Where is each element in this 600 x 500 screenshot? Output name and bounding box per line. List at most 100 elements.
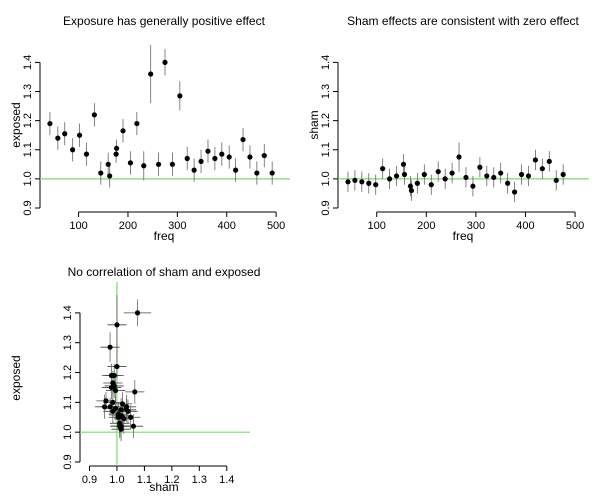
chart-panel-exposure: Exposure has generally positive effect f…	[9, 14, 290, 243]
data-point	[101, 404, 108, 410]
data-point	[421, 171, 427, 178]
data-point	[435, 168, 441, 175]
data-point	[119, 401, 126, 407]
data-point	[532, 157, 539, 163]
y-tick-label: 1.3	[22, 84, 34, 99]
data-point	[107, 344, 113, 350]
data-point	[103, 398, 109, 404]
y-tick-label: 0.9	[22, 200, 34, 215]
y-tick-label: 1.3	[320, 84, 332, 99]
data-point	[505, 180, 511, 186]
data-point	[128, 414, 134, 420]
data-point	[401, 171, 408, 178]
data-point	[373, 182, 379, 188]
data-point	[83, 151, 90, 157]
data-point	[169, 161, 176, 167]
data-point	[62, 131, 68, 137]
x-tick-label: 0.9	[82, 474, 97, 486]
data-point	[484, 173, 490, 179]
y-axis-label-sham: sham	[307, 110, 321, 139]
x-tick-label: 500	[566, 220, 584, 232]
plot-area-sham: 0.9 1.0 1.1 1.2 1.3 1.4 100 200 300 400 500	[320, 55, 589, 232]
data-point	[352, 177, 358, 183]
x-tick-label: 100	[368, 220, 386, 232]
x-tick-label: 300	[467, 220, 485, 232]
data-point	[408, 187, 415, 194]
plot-area-correlation: 0.9 1.0 1.1 1.2 1.3 1.4 0.9 1.0 1.1 1.2 1.3 1.4	[62, 282, 250, 486]
chart-panel-correlation: No correlation of sham and exposed sham …	[9, 265, 260, 494]
data-point	[114, 363, 120, 370]
data-point	[219, 151, 225, 157]
data-point	[114, 322, 120, 328]
data-point	[470, 183, 476, 189]
data-point	[254, 170, 260, 176]
data-point	[110, 380, 116, 386]
data-point	[162, 59, 168, 65]
data-point	[134, 310, 141, 316]
y-tick-label: 1.4	[320, 55, 332, 70]
data-point	[442, 176, 448, 182]
data-point	[55, 135, 61, 141]
plot-area-exposure: 0.9 1.0 1.1 1.2 1.3 1.4 100 200 300 400 500	[22, 44, 290, 232]
x-axis-label-exposure: freq	[154, 229, 175, 243]
y-axis-label-exposure: exposed	[9, 102, 23, 147]
data-point	[108, 384, 115, 391]
data-point	[118, 423, 124, 429]
data-point	[560, 171, 566, 178]
data-point	[155, 161, 162, 167]
data-point	[449, 170, 455, 176]
chart-panel-sham: Sham effects are consistent with zero ef…	[307, 14, 589, 243]
x-axis-label-sham: freq	[453, 229, 474, 243]
data-point	[205, 148, 211, 154]
x-tick-label: 300	[168, 220, 186, 232]
x-tick-label: 1.2	[164, 474, 179, 486]
data-point	[191, 167, 197, 173]
chart-title-sham: Sham effects are consistent with zero ef…	[347, 14, 579, 28]
data-point	[511, 189, 518, 195]
data-point	[112, 405, 119, 411]
y-tick-label: 1.1	[62, 395, 74, 410]
data-point	[456, 154, 462, 160]
data-point	[233, 167, 239, 173]
data-point	[130, 423, 137, 429]
data-point	[261, 152, 267, 159]
data-point	[115, 411, 121, 417]
data-point	[226, 154, 232, 160]
data-point	[366, 180, 372, 186]
data-point	[491, 174, 497, 181]
chart-title-correlation: No correlation of sham and exposed	[68, 265, 261, 279]
data-point	[70, 147, 76, 153]
data-point	[414, 180, 420, 186]
data-point	[108, 372, 115, 379]
data-point	[110, 399, 116, 405]
data-point	[553, 177, 559, 183]
data-point	[212, 155, 218, 162]
x-tick-label: 400	[516, 220, 534, 232]
data-point	[539, 166, 545, 172]
x-tick-label: 500	[267, 220, 285, 232]
data-point	[400, 161, 407, 167]
data-point	[118, 407, 124, 413]
data-point	[177, 93, 183, 99]
data-point	[525, 173, 532, 179]
y-tick-label: 0.9	[62, 454, 74, 469]
data-point	[47, 120, 53, 127]
data-point	[76, 132, 83, 138]
data-point	[380, 166, 386, 172]
data-point	[134, 120, 140, 127]
data-point	[141, 163, 147, 169]
y-tick-label: 1.3	[62, 335, 74, 350]
data-point	[113, 151, 119, 157]
x-tick-label: 200	[119, 220, 137, 232]
y-tick-label: 1.4	[62, 305, 74, 320]
x-tick-label: 100	[69, 220, 87, 232]
data-point	[498, 170, 504, 176]
data-point	[240, 136, 246, 143]
data-point	[107, 173, 113, 179]
y-tick-label: 1.2	[320, 113, 332, 128]
y-tick-label: 1.1	[22, 142, 34, 157]
data-point	[123, 407, 130, 413]
data-point	[546, 158, 552, 165]
data-point	[463, 174, 469, 181]
data-point	[112, 387, 119, 394]
